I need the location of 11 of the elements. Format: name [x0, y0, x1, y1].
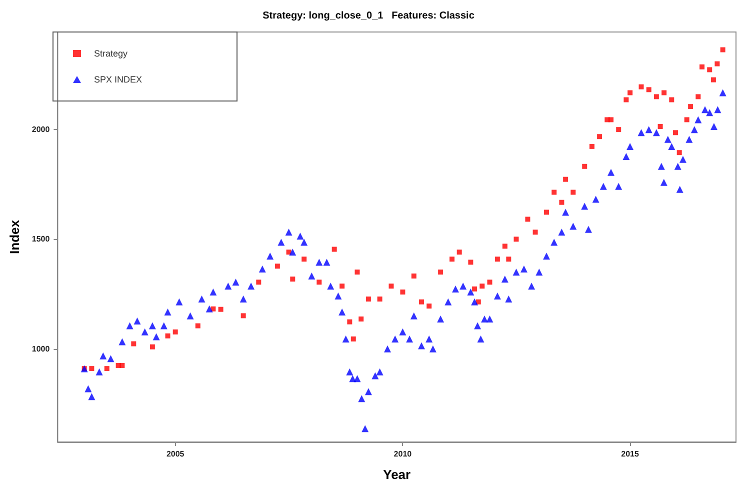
y-axis-title: Index: [7, 219, 22, 254]
x-tick-label: 2010: [394, 450, 412, 458]
legend-label: SPX INDEX: [94, 74, 142, 84]
chart-title: Strategy: long_close_0_1 Features: Classic: [262, 10, 475, 22]
x-axis-title: Year: [383, 467, 411, 482]
y-tick-label: 1000: [32, 344, 50, 354]
x-tick-label: 2015: [621, 450, 640, 458]
y-tick-label: 1500: [32, 234, 50, 244]
x-tick-label: 2005: [166, 450, 185, 458]
y-tick-label: 2000: [32, 125, 50, 134]
legend-label: Strategy: [94, 48, 128, 58]
